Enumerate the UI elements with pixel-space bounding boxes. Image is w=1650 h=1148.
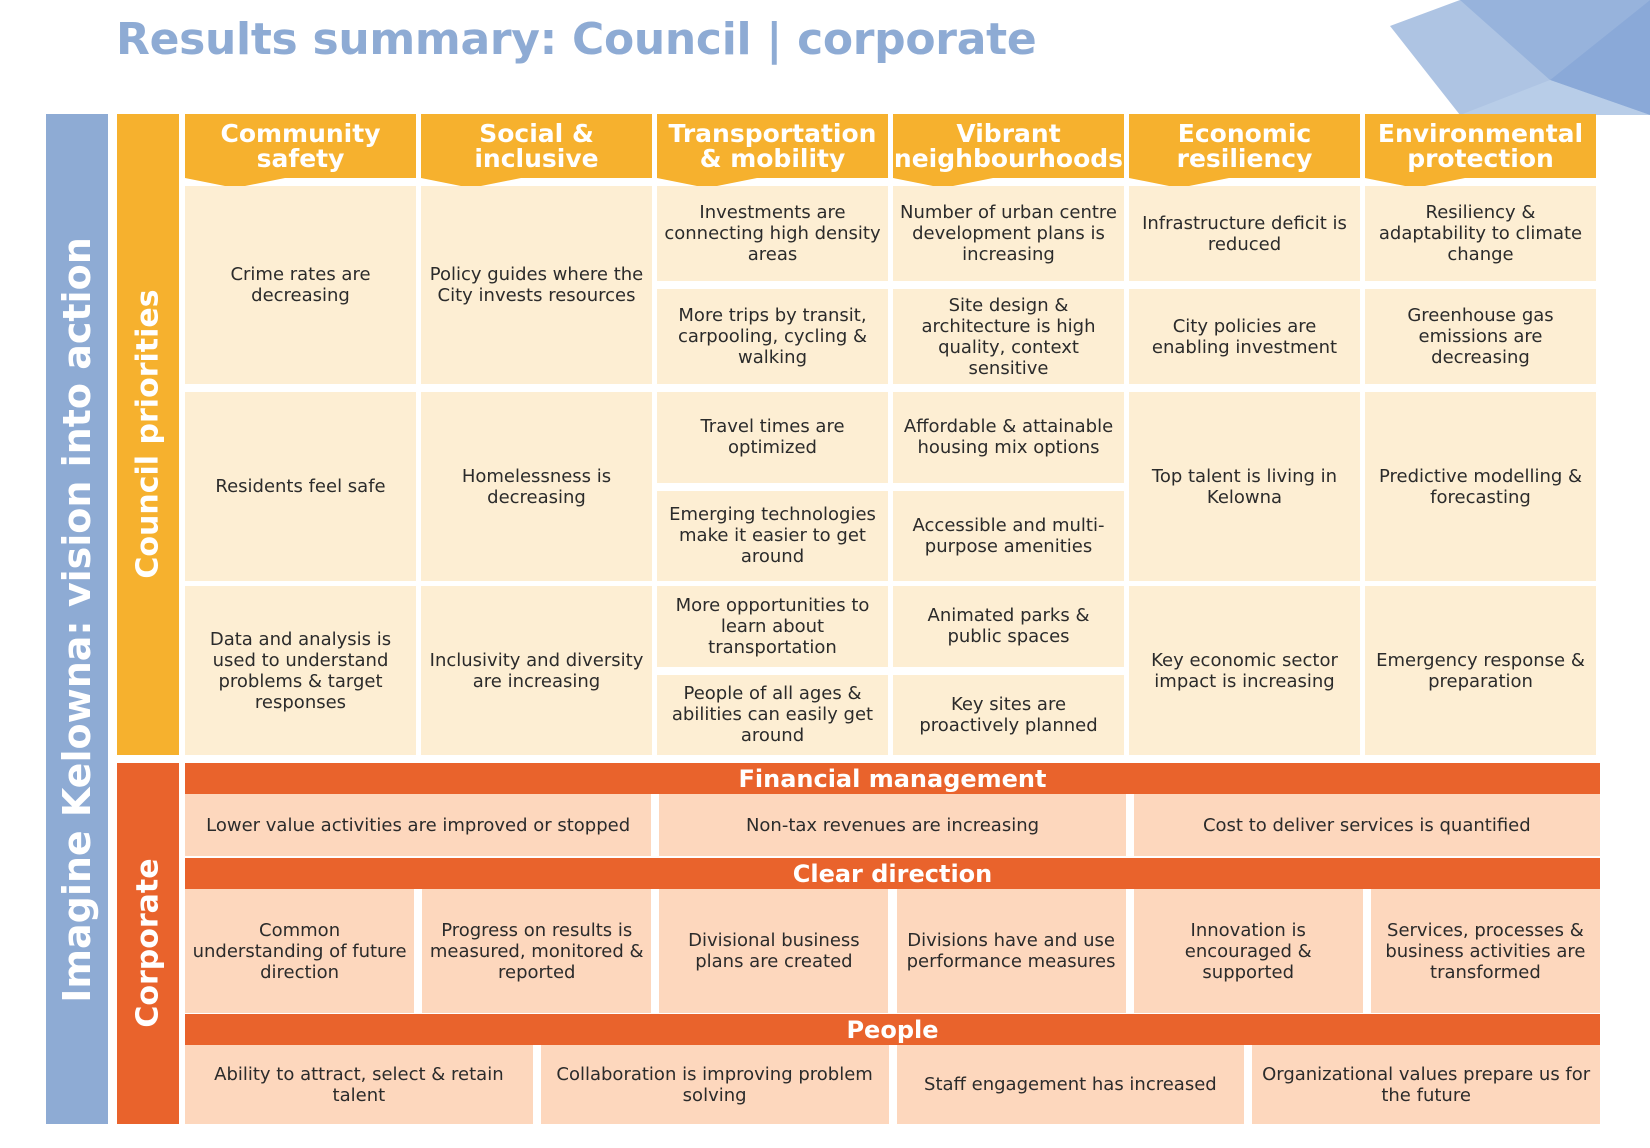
column-header-line: protection (1407, 144, 1554, 173)
priority-cell: Travel times are optimized (657, 392, 888, 483)
corporate-bar-clear-direction: Clear direction (185, 858, 1600, 889)
priority-cell: Data and analysis is used to understand … (185, 586, 416, 755)
priority-cell: Site design & architecture is high quali… (893, 289, 1124, 384)
priority-cell: Crime rates are decreasing (185, 186, 416, 384)
header-arrow (657, 178, 757, 188)
council-priorities-bar (117, 114, 179, 755)
corporate-cell: Ability to attract, select & retain tale… (185, 1045, 533, 1124)
corporate-cell: Divisional business plans are created (659, 889, 889, 1013)
priority-cell: More opportunities to learn about transp… (657, 586, 888, 667)
header-arrow (185, 178, 285, 188)
priority-cell: Investments are connecting high density … (657, 186, 888, 281)
council-priorities-label: Council priorities (130, 289, 166, 579)
corporate-cell: Services, processes & business activitie… (1370, 889, 1600, 1013)
priority-cell: Key sites are proactively planned (893, 674, 1124, 755)
corporate-cell: Divisions have and use performance measu… (896, 889, 1126, 1013)
column-header-line: inclusive (474, 144, 599, 173)
corporate-bar (117, 763, 179, 1124)
column-header-line: & mobility (699, 144, 846, 173)
priority-cell: Top talent is living in Kelowna (1129, 392, 1360, 581)
priority-cell: Residents feel safe (185, 392, 416, 581)
vision-label: Imagine Kelowna: vision into action (55, 237, 99, 1003)
header-arrow (421, 178, 521, 188)
priority-cell: Infrastructure deficit is reduced (1129, 186, 1360, 281)
corporate-cell: Lower value activities are improved or s… (185, 794, 652, 856)
priority-cell: Greenhouse gas emissions are decreasing (1365, 289, 1596, 384)
priority-cell: Homelessness is decreasing (421, 392, 652, 581)
priority-cell: Accessible and multi-purpose amenities (893, 490, 1124, 581)
priority-cell: Resiliency & adaptability to climate cha… (1365, 186, 1596, 281)
column-header-line: Vibrant (956, 119, 1061, 148)
corporate-label: Corporate (130, 858, 166, 1028)
column-header-economic-resiliency: Economic resiliency (1129, 114, 1360, 188)
column-header-line: Environmental (1377, 119, 1584, 148)
priority-cell: More trips by transit, carpooling, cycli… (657, 289, 888, 384)
priority-cell: Predictive modelling & forecasting (1365, 392, 1596, 581)
corporate-cell: Collaboration is improving problem solvi… (540, 1045, 889, 1124)
priority-cell: Emergency response & preparation (1365, 586, 1596, 755)
column-header-environmental-protection: Environmental protection (1365, 114, 1596, 188)
column-header-transportation-mobility: Transportation & mobility (657, 114, 888, 188)
column-header-line: Economic (1177, 119, 1312, 148)
corporate-cell: Common understanding of future direction (185, 889, 415, 1013)
corporate-bar-financial-management: Financial management (185, 763, 1600, 794)
column-header-vibrant-neighbourhoods: Vibrant neighbourhoods (893, 114, 1124, 188)
corner-decoration (1390, 0, 1650, 115)
column-header-line: Transportation (668, 119, 877, 148)
priority-cell: Number of urban centre development plans… (893, 186, 1124, 281)
vision-bar (46, 114, 108, 1124)
corporate-cell: Non-tax revenues are increasing (659, 794, 1126, 856)
priority-cell: Inclusivity and diversity are increasing (421, 586, 652, 755)
column-header-line: Social & (479, 119, 594, 148)
corporate-cell: Staff engagement has increased (896, 1045, 1245, 1124)
header-arrow (1129, 178, 1229, 188)
column-header-line: neighbourhoods (893, 144, 1124, 173)
header-arrow (893, 178, 993, 188)
priority-cell: Animated parks & public spaces (893, 586, 1124, 667)
corporate-cell: Organizational values prepare us for the… (1252, 1045, 1600, 1124)
column-header-line: safety (256, 144, 345, 173)
column-header-line: resiliency (1176, 144, 1313, 173)
priority-cell: Emerging technologies make it easier to … (657, 490, 888, 581)
priority-cell: Key economic sector impact is increasing (1129, 586, 1360, 755)
column-header-community-safety: Community safety (185, 114, 416, 188)
priority-cell: City policies are enabling investment (1129, 289, 1360, 384)
corporate-bar-people: People (185, 1014, 1600, 1045)
header-arrow (1365, 178, 1465, 188)
page-title: Results summary: Council | corporate (116, 14, 1037, 65)
column-header-line: Community (220, 119, 381, 148)
priority-cell: Policy guides where the City invests res… (421, 186, 652, 384)
priority-cell: Affordable & attainable housing mix opti… (893, 392, 1124, 483)
priority-cell: People of all ages & abilities can easil… (657, 674, 888, 755)
corporate-cell: Progress on results is measured, monitor… (422, 889, 652, 1013)
corporate-cell: Innovation is encouraged & supported (1133, 889, 1363, 1013)
corporate-cell: Cost to deliver services is quantified (1133, 794, 1600, 856)
column-header-social-inclusive: Social & inclusive (421, 114, 652, 188)
